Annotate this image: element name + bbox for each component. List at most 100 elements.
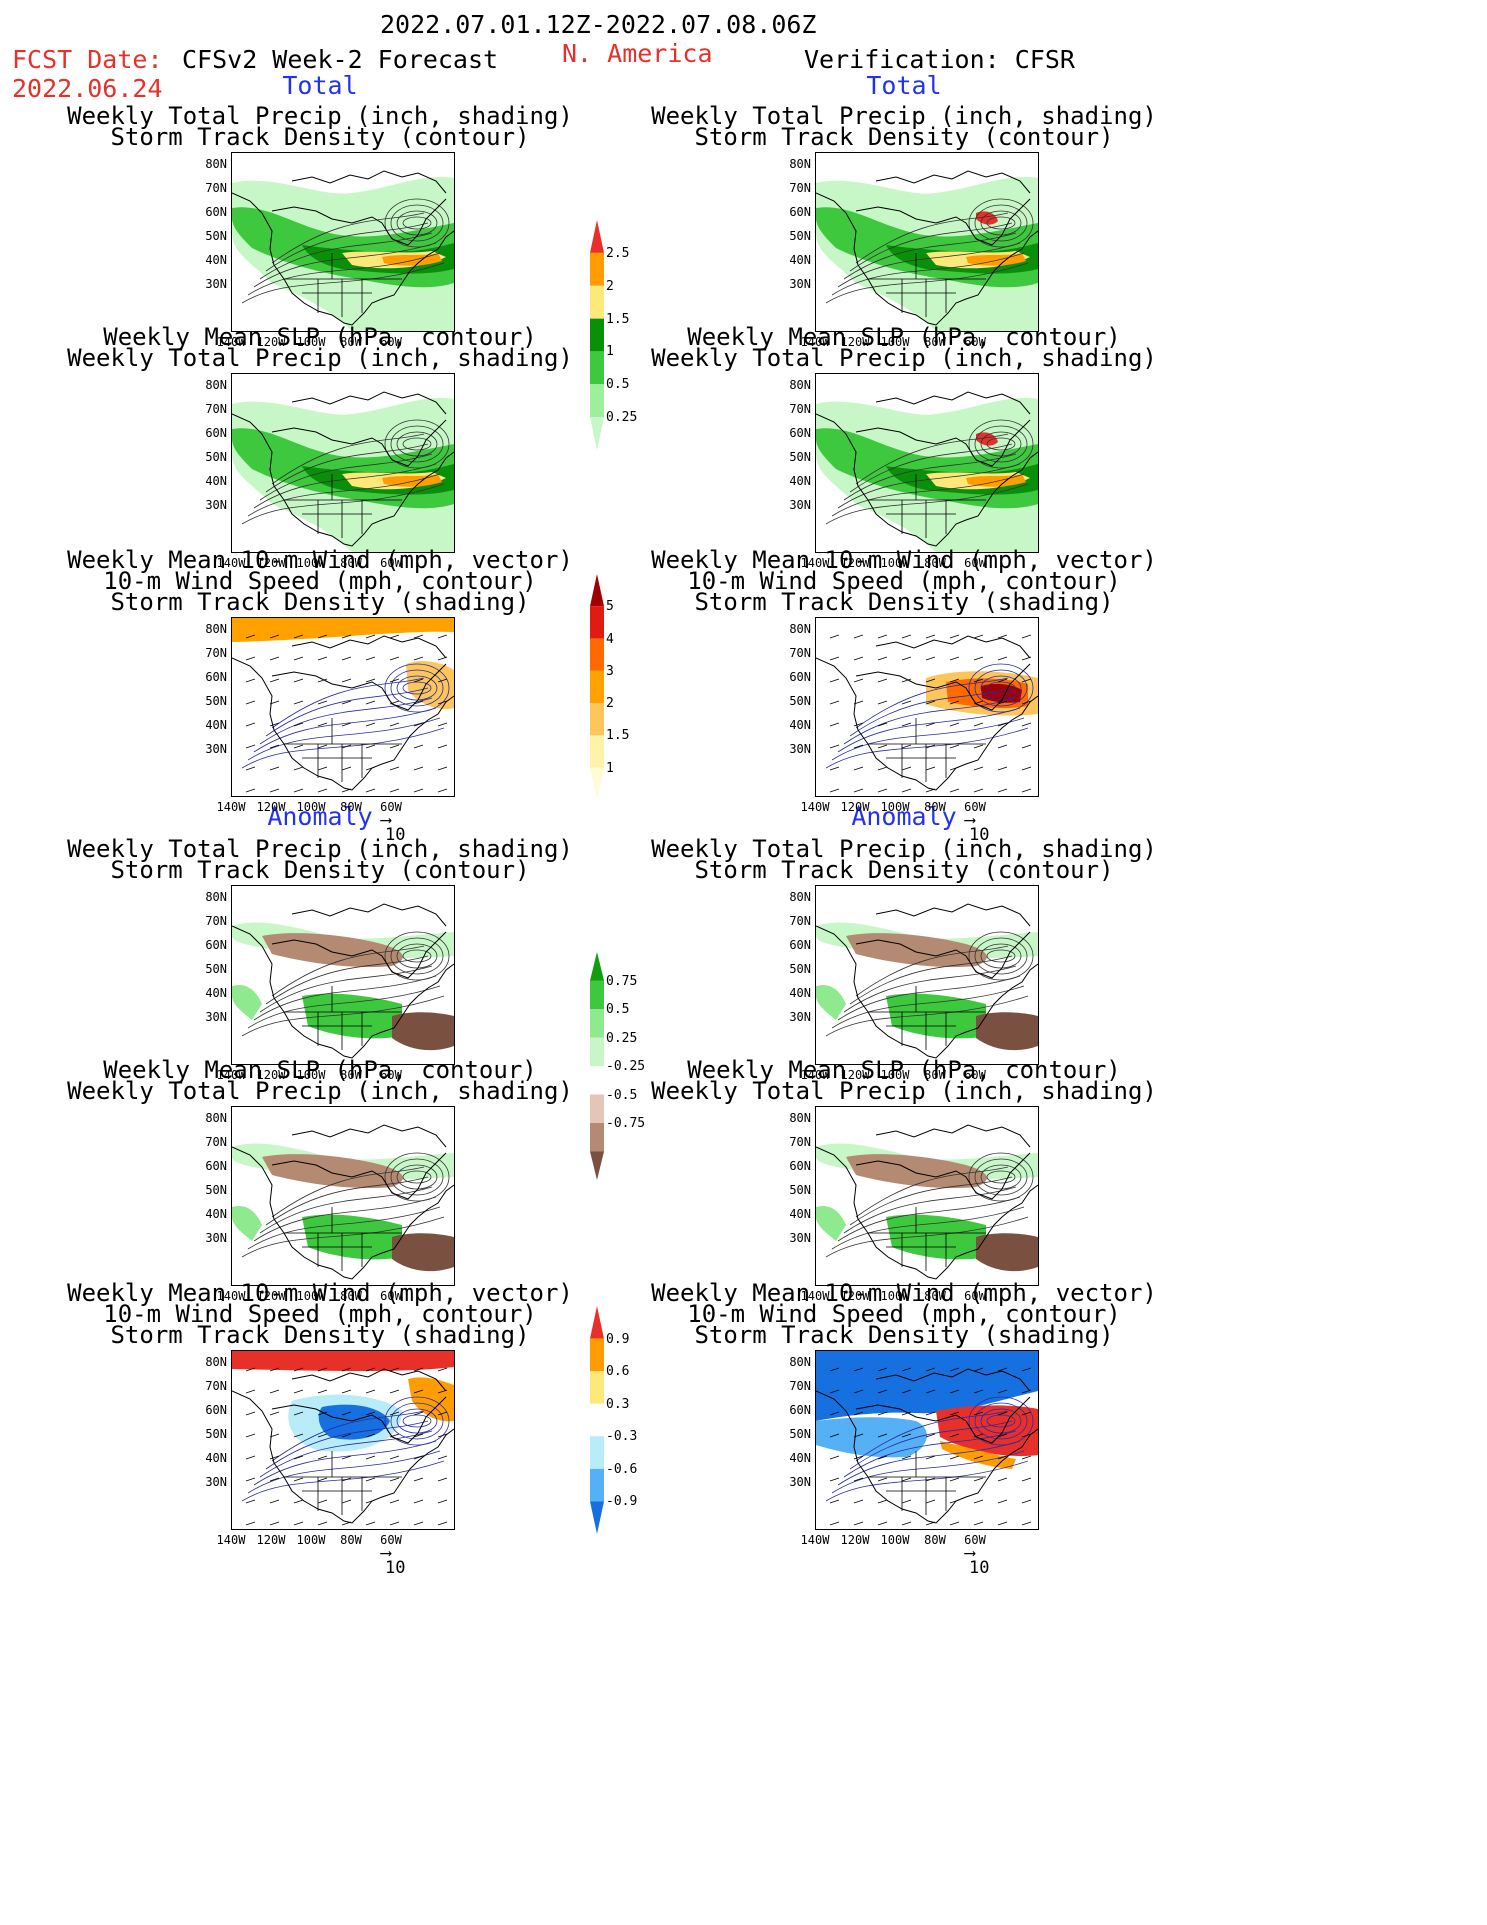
lon-tick-label: 100W	[880, 1289, 910, 1303]
lat-tick-label: 50N	[789, 229, 811, 243]
panel-title-forecast-2-line-1: Weekly Mean SLP (hPa, contour)	[103, 323, 537, 351]
lat-tick-label: 60N	[205, 426, 227, 440]
lon-tick-label: 80W	[340, 800, 362, 814]
lon-tick-label: 120W	[256, 556, 286, 570]
lon-tick-label: 120W	[840, 1533, 870, 1547]
arctic-coastline	[291, 1368, 447, 1392]
vector-reference: ⟶ 10	[965, 810, 989, 846]
lon-tick-label: 140W	[216, 556, 246, 570]
lat-tick-label: 70N	[789, 1379, 811, 1393]
lat-tick-label: 40N	[789, 986, 811, 1000]
hudson-coastline	[271, 1152, 447, 1200]
panel-title-forecast-1-line-2: Storm Track Density (contour)	[110, 123, 530, 151]
lon-tick-label: 120W	[256, 335, 286, 349]
lon-tick-label: 120W	[256, 1533, 286, 1547]
lon-tick-label: 60W	[380, 800, 402, 814]
lon-tick-label: 140W	[800, 800, 830, 814]
panel-title-verification-2-line-2: Weekly Total Precip (inch, shading)	[651, 344, 1157, 372]
colorbar-label: -0.6	[606, 1461, 638, 1477]
vector-reference-value: 10	[385, 1558, 406, 1578]
lat-tick-label: 50N	[205, 229, 227, 243]
contour-lines	[825, 1152, 1034, 1258]
arctic-coastline	[875, 903, 1031, 927]
coastline	[816, 1390, 1038, 1524]
lon-tick-label: 60W	[380, 1533, 402, 1547]
lat-tick-label: 80N	[205, 890, 227, 904]
colorbar-swatch	[590, 1436, 604, 1469]
contour-lines	[241, 663, 450, 769]
panel-title-forecast-6-line-1: Weekly Mean 10-m Wind (mph, vector)	[67, 1279, 573, 1307]
lon-tick-label: 140W	[216, 335, 246, 349]
panel-title-verification-6-line-1: Weekly Mean 10-m Wind (mph, vector)	[651, 1279, 1157, 1307]
arctic-coastline	[291, 635, 447, 659]
lon-tick-label: 100W	[296, 335, 326, 349]
colorbar-label: 0.3	[606, 1396, 630, 1412]
lat-tick-label: 30N	[789, 277, 811, 291]
colorbar-label: 0.25	[606, 1030, 638, 1046]
lat-tick-label: 60N	[789, 1403, 811, 1417]
lat-tick-label: 80N	[789, 622, 811, 636]
colorbar-label: 1.5	[606, 728, 630, 744]
panel-title-verification-3-line-3: Storm Track Density (shading)	[694, 588, 1114, 616]
coastline	[816, 192, 1038, 326]
lat-tick-label: 60N	[205, 205, 227, 219]
lat-tick-label: 50N	[205, 962, 227, 976]
contour-lines	[825, 663, 1034, 769]
panel-title-forecast-2-line-2: Weekly Total Precip (inch, shading)	[67, 344, 573, 372]
lat-tick-label: 70N	[205, 914, 227, 928]
colorbar-swatch	[590, 606, 604, 639]
lat-tick-label: 80N	[789, 157, 811, 171]
map-panel-verification-6	[815, 1350, 1039, 1530]
state-borders	[868, 986, 986, 1050]
map-panel-verification-3	[815, 617, 1039, 797]
lon-tick-label: 120W	[840, 1068, 870, 1082]
panel-title-verification-3-line-2: 10-m Wind Speed (mph, contour)	[687, 567, 1121, 595]
colorbar-swatch	[590, 1066, 604, 1095]
hudson-coastline	[855, 931, 1031, 979]
colorbar-swatch	[590, 1371, 604, 1404]
colorbar-label: 2	[606, 696, 614, 712]
colorbar-swatch	[590, 252, 604, 286]
wind-vectors	[245, 634, 448, 793]
lon-tick-label: 140W	[216, 1068, 246, 1082]
vector-reference: ⟶ 10	[965, 1545, 989, 1579]
lat-tick-label: 80N	[789, 1111, 811, 1125]
forecast-title: CFSv2 Week-2 Forecast	[182, 45, 499, 74]
shading-region	[232, 618, 454, 642]
lon-tick-label: 140W	[216, 1289, 246, 1303]
hudson-coastline	[855, 419, 1031, 467]
lat-tick-label: 70N	[205, 646, 227, 660]
map-panel-verification-4	[815, 885, 1039, 1065]
lat-tick-label: 70N	[789, 402, 811, 416]
lat-tick-label: 30N	[789, 1231, 811, 1245]
colorbar-swatch	[590, 638, 604, 671]
map-panel-forecast-6	[231, 1350, 455, 1530]
colorbar-swatch	[590, 384, 604, 418]
lat-tick-label: 80N	[205, 1111, 227, 1125]
colorbar-precip_anom	[590, 952, 604, 1180]
lat-tick-label: 60N	[789, 670, 811, 684]
lon-tick-label: 100W	[880, 556, 910, 570]
coastline	[232, 657, 454, 791]
arctic-coastline	[875, 635, 1031, 659]
hudson-coastline	[855, 198, 1031, 246]
lat-tick-label: 60N	[789, 426, 811, 440]
colorbar-swatch	[590, 1123, 604, 1152]
lat-tick-label: 70N	[789, 1135, 811, 1149]
lon-tick-label: 60W	[380, 335, 402, 349]
arctic-coastline	[875, 1124, 1031, 1148]
contour-lines	[241, 198, 450, 304]
panel-title-forecast-4-line-2: Storm Track Density (contour)	[110, 856, 530, 884]
lat-tick-label: 40N	[205, 1207, 227, 1221]
lat-tick-label: 40N	[205, 986, 227, 1000]
lon-tick-label: 80W	[924, 556, 946, 570]
wind-vectors	[245, 1367, 448, 1526]
lat-tick-label: 30N	[205, 742, 227, 756]
colorbar-storm_anom	[590, 1306, 604, 1534]
state-borders	[284, 474, 402, 538]
map-panel-verification-1	[815, 152, 1039, 332]
colorbar-swatch	[590, 1009, 604, 1038]
lon-tick-label: 140W	[800, 556, 830, 570]
reference-arrow-icon: ⟶	[965, 810, 975, 829]
colorbar-label: 0.5	[606, 377, 630, 393]
